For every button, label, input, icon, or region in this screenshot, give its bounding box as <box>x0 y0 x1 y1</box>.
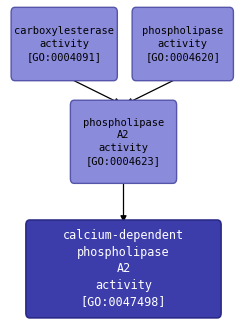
Text: phospholipase
A2
activity
[GO:0004623]: phospholipase A2 activity [GO:0004623] <box>83 118 164 166</box>
FancyBboxPatch shape <box>26 220 221 318</box>
Text: phospholipase
activity
[GO:0004620]: phospholipase activity [GO:0004620] <box>142 26 223 62</box>
FancyBboxPatch shape <box>70 100 177 183</box>
Text: carboxylesterase
activity
[GO:0004091]: carboxylesterase activity [GO:0004091] <box>14 26 114 62</box>
Text: calcium-dependent
phospholipase
A2
activity
[GO:0047498]: calcium-dependent phospholipase A2 activ… <box>63 230 184 308</box>
FancyBboxPatch shape <box>11 7 117 81</box>
FancyBboxPatch shape <box>132 7 233 81</box>
